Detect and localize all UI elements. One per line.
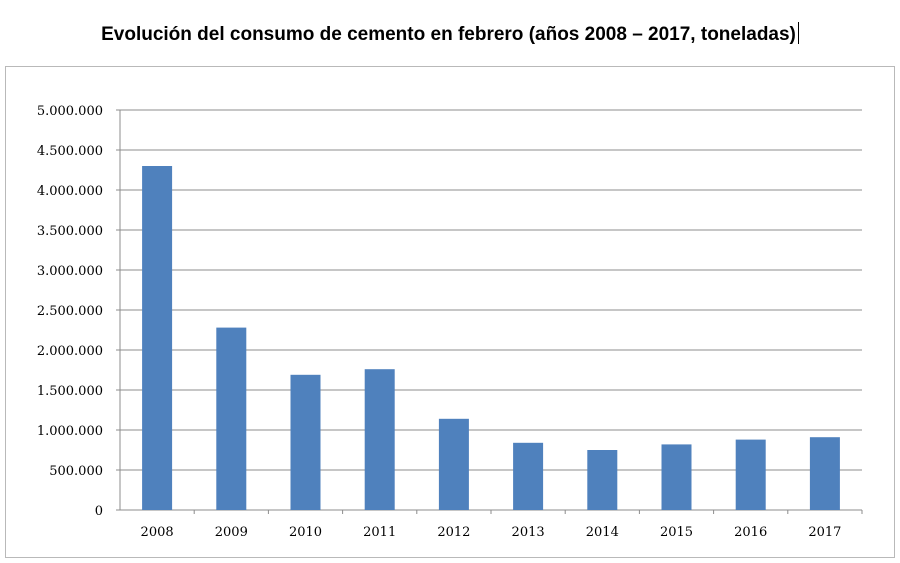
chart-title: Evolución del consumo de cemento en febr…	[0, 22, 900, 46]
tick-labels: 0 500.000 1.000.000 1.500.000 2.000.000 2.500…	[37, 104, 842, 540]
bar-2013	[513, 442, 544, 510]
chart-title-text: Evolución del consumo de cemento en febr…	[101, 24, 796, 45]
bar-2017	[809, 437, 840, 510]
x-tick-label: 2015	[660, 525, 693, 540]
x-tick-label: 2012	[437, 525, 470, 540]
y-tick-label: 1.500.000	[37, 384, 103, 399]
y-tick-label: 4.000.000	[37, 184, 103, 199]
y-tick-label: 2.500.000	[37, 304, 103, 319]
y-tick-label: 2.000.000	[37, 344, 103, 359]
x-tick-label: 2017	[808, 525, 841, 540]
text-cursor	[797, 22, 799, 44]
bar-2014	[587, 450, 618, 510]
x-tick-label: 2008	[141, 525, 174, 540]
y-tick-label: 3.500.000	[37, 224, 103, 239]
y-tick-label: 5.000.000	[37, 104, 103, 119]
bar-2011	[364, 369, 395, 510]
bar-2012	[438, 418, 469, 510]
bar-2008	[142, 166, 173, 510]
y-tick-label: 4.500.000	[37, 144, 103, 159]
bars	[142, 166, 840, 510]
x-tick-label: 2013	[512, 525, 545, 540]
bar-2010	[290, 374, 321, 510]
x-tick-label: 2014	[586, 525, 619, 540]
y-tick-label: 500.000	[49, 464, 103, 479]
bar-2009	[216, 327, 247, 510]
x-tick-label: 2009	[215, 525, 248, 540]
y-tick-label: 1.000.000	[37, 424, 103, 439]
x-tick-label: 2016	[734, 525, 767, 540]
bar-2015	[661, 444, 692, 510]
x-tick-label: 2010	[289, 525, 322, 540]
x-tick-label: 2011	[363, 525, 396, 540]
bar-2016	[735, 439, 766, 510]
y-tick-label: 0	[95, 504, 103, 519]
y-tick-label: 3.000.000	[37, 264, 103, 279]
